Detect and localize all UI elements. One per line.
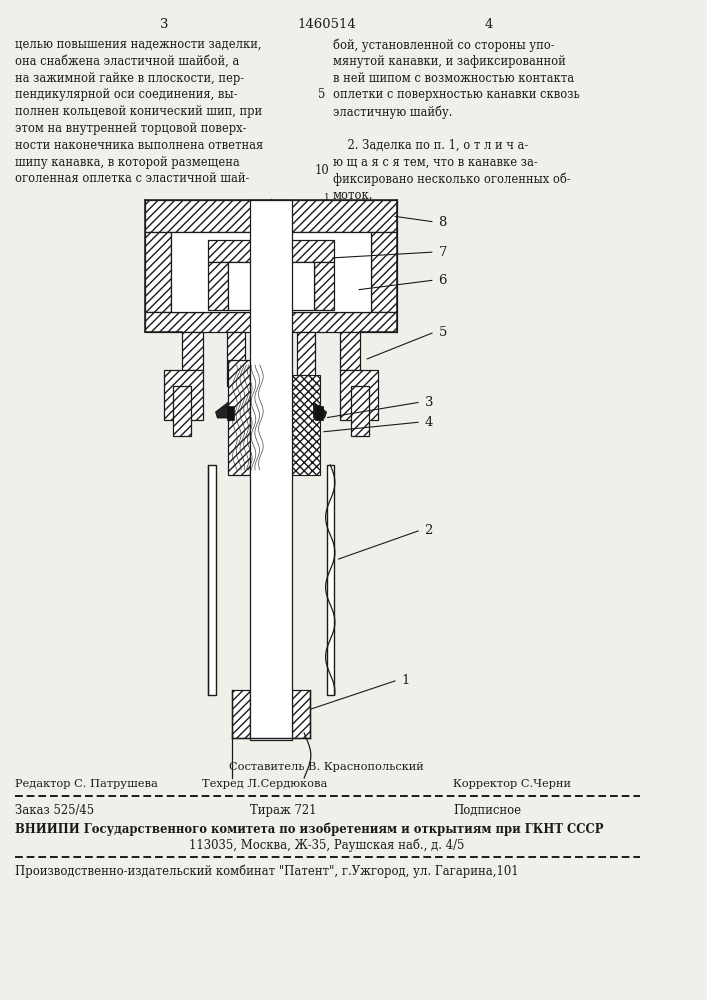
Text: Корректор С.Черни: Корректор С.Черни	[453, 779, 571, 789]
Text: в ней шипом с возможностью контакта: в ней шипом с возможностью контакта	[333, 72, 574, 85]
Text: 6: 6	[438, 273, 447, 286]
Text: Заказ 525/45: Заказ 525/45	[15, 804, 94, 817]
Text: эластичную шайбу.: эластичную шайбу.	[333, 105, 452, 119]
Text: моток.: моток.	[333, 189, 373, 202]
Text: этом на внутренней торцовой поверх-: этом на внутренней торцовой поверх-	[15, 122, 246, 135]
Bar	[351, 386, 369, 436]
Text: 7: 7	[438, 245, 447, 258]
Text: 1460514: 1460514	[297, 18, 356, 31]
Bar	[232, 690, 250, 738]
Bar	[145, 232, 171, 312]
Text: она снабжена эластичной шайбой, а: она снабжена эластичной шайбой, а	[15, 55, 239, 68]
Text: 3: 3	[160, 18, 169, 31]
Text: 8: 8	[438, 216, 447, 229]
Bar	[208, 465, 216, 695]
Text: 113035, Москва, Ж-35, Раушская наб., д. 4/5: 113035, Москва, Ж-35, Раушская наб., д. …	[189, 839, 464, 852]
Text: ности наконечника выполнена ответная: ности наконечника выполнена ответная	[15, 139, 263, 152]
Text: Производственно-издательский комбинат "Патент", г.Ужгород, ул. Гагарина,101: Производственно-издательский комбинат "П…	[15, 864, 518, 878]
Bar	[314, 262, 334, 310]
Text: оплетки с поверхностью канавки сквозь: оплетки с поверхностью канавки сквозь	[333, 88, 580, 101]
Bar	[371, 232, 397, 312]
Text: ВНИИПИ Государственного комитета по изобретениям и открытиям при ГКНТ СССР: ВНИИПИ Государственного комитета по изоб…	[15, 822, 603, 836]
Text: Составитель В. Краснопольский: Составитель В. Краснопольский	[229, 762, 424, 772]
Bar	[315, 406, 323, 420]
Text: 5: 5	[318, 88, 326, 101]
Bar	[292, 690, 310, 738]
Text: фиксировано несколько оголенных об-: фиксировано несколько оголенных об-	[333, 172, 571, 186]
Text: 5: 5	[438, 326, 447, 338]
Bar	[171, 232, 371, 312]
Text: бой, установленной со стороны упо-: бой, установленной со стороны упо-	[333, 38, 555, 51]
Bar	[145, 200, 397, 232]
Bar	[173, 386, 192, 436]
Bar	[228, 262, 314, 310]
Text: на зажимной гайке в плоскости, пер-: на зажимной гайке в плоскости, пер-	[15, 72, 244, 85]
Text: 1: 1	[402, 674, 410, 686]
Text: целью повышения надежности заделки,: целью повышения надежности заделки,	[15, 38, 262, 51]
Polygon shape	[216, 402, 228, 418]
Text: Подписное: Подписное	[453, 804, 521, 817]
Bar	[339, 370, 378, 420]
Bar	[145, 312, 397, 332]
Bar	[292, 375, 320, 475]
Bar	[227, 406, 234, 420]
Text: шипу канавка, в которой размещена: шипу канавка, в которой размещена	[15, 156, 240, 169]
Bar	[339, 332, 360, 370]
Text: 10: 10	[315, 164, 329, 177]
Bar	[297, 332, 315, 386]
Text: оголенная оплетка с эластичной шай-: оголенная оплетка с эластичной шай-	[15, 172, 249, 185]
Bar	[182, 332, 203, 370]
Text: мянутой канавки, и зафиксированной: мянутой канавки, и зафиксированной	[333, 55, 566, 68]
Text: Тираж 721: Тираж 721	[250, 804, 316, 817]
Text: пендикулярной оси соединения, вы-: пендикулярной оси соединения, вы-	[15, 88, 238, 101]
Text: ю щ а я с я тем, что в канавке за-: ю щ а я с я тем, что в канавке за-	[333, 156, 538, 169]
Bar	[250, 200, 292, 740]
Bar	[228, 360, 250, 475]
Text: 2: 2	[425, 524, 433, 536]
Text: полнен кольцевой конический шип, при: полнен кольцевой конический шип, при	[15, 105, 262, 118]
Bar	[208, 262, 228, 310]
Text: 2. Заделка по п. 1, о т л и ч а-: 2. Заделка по п. 1, о т л и ч а-	[333, 139, 528, 152]
Text: Техред Л.Сердюкова: Техред Л.Сердюкова	[201, 779, 327, 789]
Bar	[164, 370, 203, 420]
Bar	[208, 240, 334, 262]
Text: 3: 3	[425, 395, 433, 408]
Text: Редактор С. Патрушева: Редактор С. Патрушева	[15, 779, 158, 789]
Polygon shape	[314, 402, 327, 418]
Text: 4: 4	[425, 416, 433, 428]
Text: 1: 1	[324, 193, 329, 202]
Text: 4: 4	[484, 18, 493, 31]
Bar	[327, 465, 334, 695]
Bar	[227, 332, 245, 386]
